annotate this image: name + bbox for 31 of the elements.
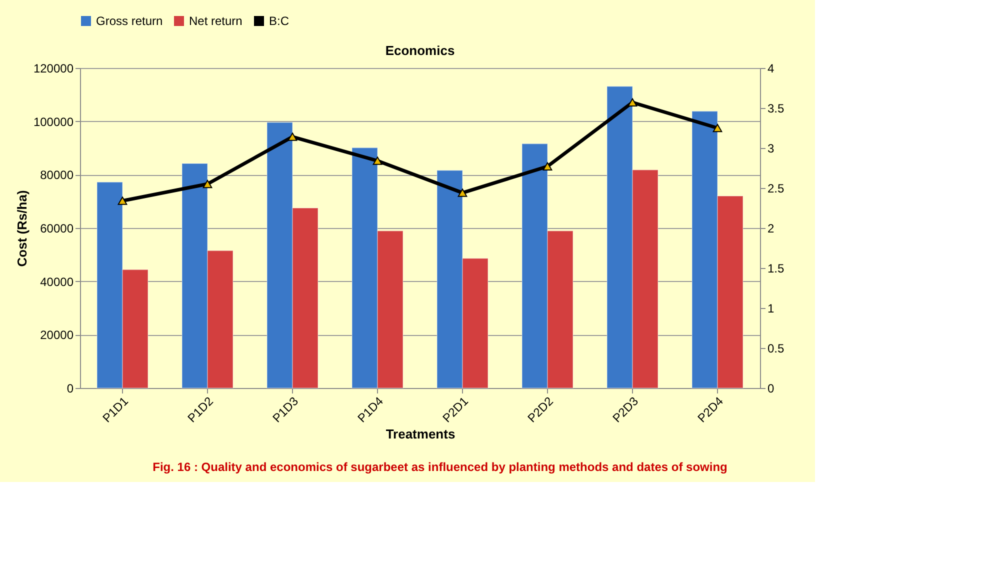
y-tick-label: 60000 (40, 222, 74, 236)
legend-label: Net return (189, 14, 242, 28)
legend-label: B:C (269, 14, 290, 28)
legend-label: Gross return (96, 14, 163, 28)
point (288, 132, 298, 141)
point (542, 162, 552, 171)
y-tick-label: 120000 (33, 62, 74, 76)
point (118, 196, 128, 205)
y2-tick-label: 3 (768, 142, 774, 156)
point (372, 156, 382, 165)
y2-tick-label: 3.5 (768, 102, 785, 116)
point (202, 180, 212, 188)
y2-tick-label: 4 (768, 62, 774, 76)
chart-title: Economics (385, 43, 455, 58)
y-tick-label: 0 (66, 382, 74, 396)
y2-tick-label: 2 (768, 222, 774, 236)
y-tick-label: 20000 (40, 328, 74, 342)
y2-tick-label: 1 (768, 302, 774, 316)
point (712, 124, 722, 132)
y2-tick-label: 0 (768, 382, 774, 396)
point (458, 188, 468, 197)
y-tick-label: 100000 (33, 114, 74, 129)
y-tick-label: 40000 (40, 274, 74, 289)
y2-tick-label: 1.5 (768, 262, 785, 276)
point (628, 98, 638, 107)
y-axis-title: Cost (Rs/ha) (14, 190, 30, 267)
x-axis-title: Treatments (386, 426, 456, 442)
caption: Fig. 16 : Quality and economics of sugarbeet as influenced by planting methods and dates of sowing (152, 460, 728, 474)
y2-tick-label: 2.5 (768, 182, 785, 196)
y2-tick-label: 0.5 (768, 342, 785, 356)
y-tick-label: 80000 (40, 168, 74, 182)
